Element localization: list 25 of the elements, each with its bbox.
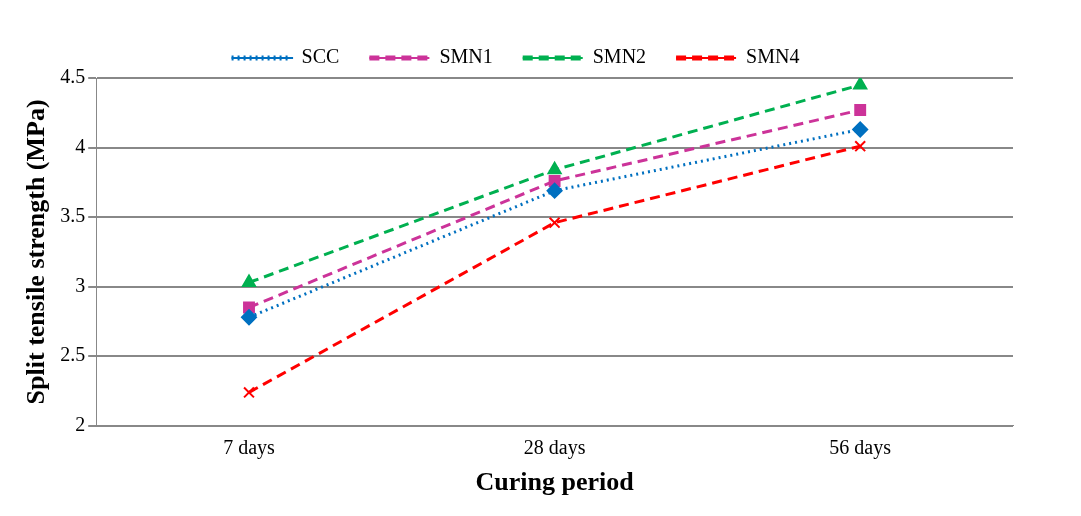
- y-tick-label: 3: [75, 273, 86, 296]
- y-tick-label: 2: [75, 413, 86, 436]
- legend-label: SCC: [301, 45, 340, 68]
- point: [852, 121, 869, 138]
- point: [241, 309, 257, 326]
- y-tick-label: 4: [75, 134, 86, 157]
- x-tick-label: 28 days: [523, 436, 586, 460]
- y-axis-title: Split tensile strength (MPa): [21, 99, 51, 405]
- point: [854, 104, 867, 116]
- point: [243, 386, 255, 399]
- legend-label: SMN2: [592, 45, 647, 68]
- x-axis-title: Curing period: [475, 467, 635, 497]
- legend-label: SMN4: [746, 45, 800, 68]
- x-tick-label: 56 days: [829, 436, 892, 460]
- point: [548, 216, 561, 229]
- y-tick-label: 2.5: [60, 343, 86, 366]
- y-tick-label: 4.5: [60, 65, 86, 88]
- point: [547, 161, 562, 175]
- point: [854, 140, 867, 153]
- x-tick-label: 7 days: [223, 436, 276, 460]
- y-tick-label: 3.5: [60, 204, 86, 227]
- point: [853, 78, 868, 90]
- point: [546, 182, 563, 199]
- legend-label: SMN1: [439, 45, 493, 68]
- point: [241, 274, 257, 288]
